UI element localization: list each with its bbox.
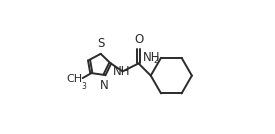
Text: S: S — [97, 37, 104, 50]
Text: O: O — [134, 33, 143, 46]
Text: 2: 2 — [153, 56, 159, 65]
Text: NH: NH — [113, 65, 131, 78]
Text: CH: CH — [66, 74, 82, 84]
Text: N: N — [99, 79, 108, 92]
Text: 3: 3 — [81, 82, 86, 91]
Text: NH: NH — [143, 51, 160, 64]
